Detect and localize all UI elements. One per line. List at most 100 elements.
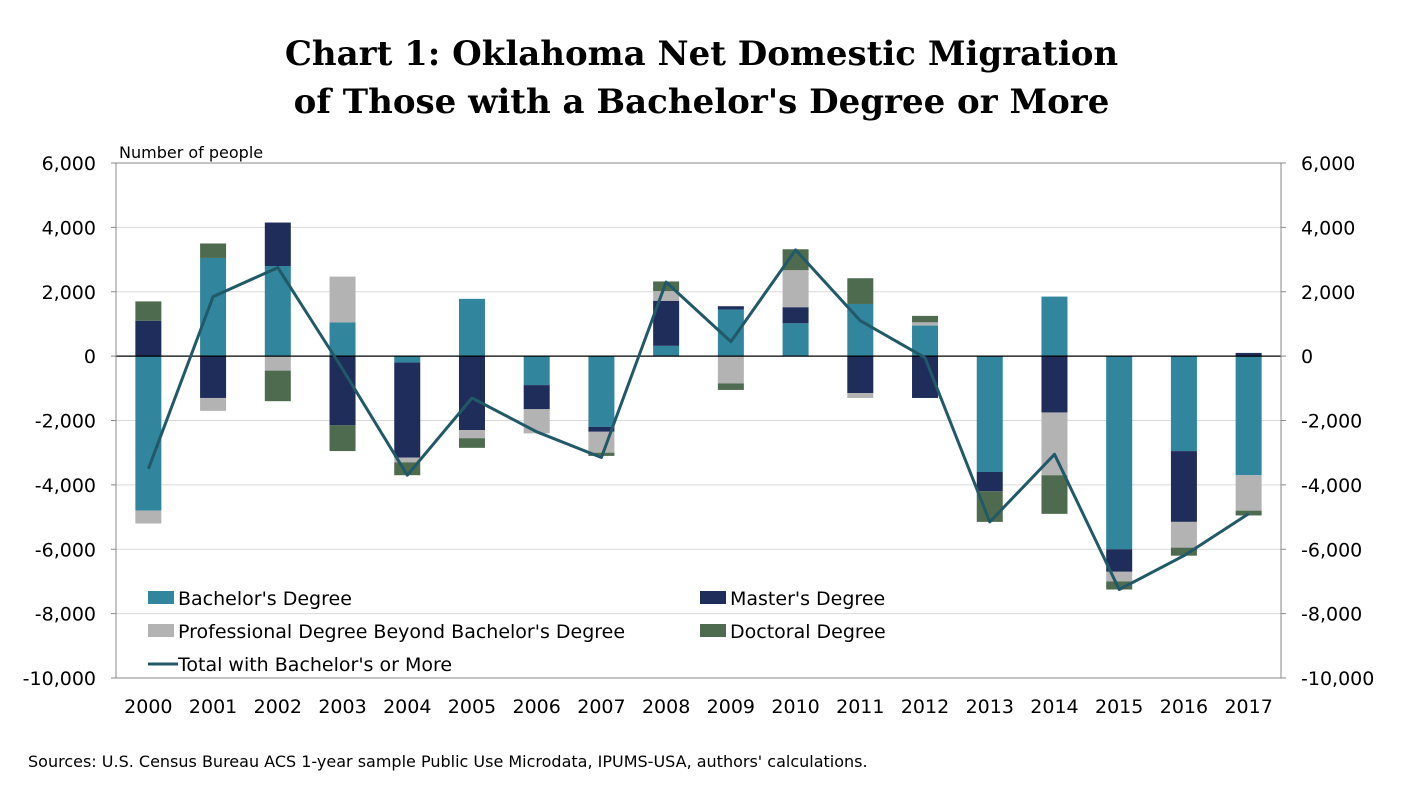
bar-segment-2002-s2 — [264, 356, 291, 371]
bar-segment-2004-s2 — [394, 457, 421, 463]
bar-segment-2002-s3 — [264, 370, 291, 402]
legend-swatch — [700, 591, 726, 604]
y-tick-label-right: -6,000 — [1301, 539, 1362, 561]
y-tick-label-right: 6,000 — [1301, 153, 1355, 175]
bar-segment-2008-s2 — [653, 291, 680, 301]
bar-segment-2005-s3 — [458, 438, 485, 448]
bar-segment-2015-s3 — [1106, 581, 1133, 590]
y-axis-label: Number of people — [119, 143, 263, 162]
bar-segment-2010-s1 — [782, 307, 809, 324]
legend-label: Professional Degree Beyond Bachelor's De… — [178, 621, 625, 643]
bar-segment-2003-s0 — [329, 322, 356, 357]
bar-segment-2001-s2 — [200, 397, 227, 411]
bar-segment-2007-s1 — [588, 426, 615, 432]
x-tick-label: 2007 — [577, 696, 625, 718]
chart-title-line2: of Those with a Bachelor's Degree or Mor… — [293, 82, 1110, 122]
bar-segment-2004-s1 — [394, 362, 421, 458]
bar-segment-2014-s3 — [1041, 475, 1068, 514]
bar-segment-2005-s0 — [458, 298, 485, 357]
y-tick-label-right: 4,000 — [1301, 217, 1355, 239]
x-tick-label: 2001 — [189, 696, 237, 718]
bar-segment-2006-s1 — [523, 385, 550, 410]
bar-segment-2000-s1 — [135, 320, 162, 357]
x-tick-label: 2017 — [1224, 696, 1272, 718]
legend-swatch — [700, 624, 726, 637]
chart-title: Chart 1: Oklahoma Net Domestic Migration… — [0, 30, 1403, 126]
x-tick-label: 2006 — [513, 696, 561, 718]
y-tick-label-left: 2,000 — [42, 282, 96, 304]
bar-segment-2009-s2 — [717, 356, 744, 384]
bar-segment-2010-s3 — [782, 249, 809, 271]
source-note: Sources: U.S. Census Bureau ACS 1-year s… — [28, 752, 868, 771]
total-line-path — [146, 248, 1250, 591]
bar-segment-2010-s2 — [782, 270, 809, 308]
bar-segment-2015-s1 — [1106, 549, 1133, 572]
y-tick-label-left: -6,000 — [35, 539, 96, 561]
y-tick-label-left: 6,000 — [42, 153, 96, 175]
bar-segment-2016-s3 — [1170, 547, 1197, 556]
bar-segment-2007-s0 — [588, 356, 615, 427]
bar-segment-2011-s1 — [847, 356, 874, 394]
legend-swatch — [148, 624, 174, 637]
x-tick-label: 2012 — [901, 696, 949, 718]
bar-segment-2000-s3 — [135, 301, 162, 321]
legend-swatch — [148, 591, 174, 604]
y-tick-label-left: -10,000 — [23, 668, 96, 690]
bar-segment-2001-s3 — [200, 243, 227, 258]
bar-segment-2013-s1 — [976, 472, 1003, 492]
y-tick-label-right: -2,000 — [1301, 411, 1362, 433]
bar-segment-2000-s0 — [135, 356, 162, 511]
legend: Bachelor's Degree Master's Degree Professi… — [148, 588, 886, 676]
bar-segment-2008-s0 — [653, 345, 680, 357]
bar-segment-2000-s2 — [135, 510, 162, 524]
x-tick-label: 2002 — [254, 696, 302, 718]
bar-segment-2012-s0 — [912, 325, 939, 357]
bar-segment-2016-s1 — [1170, 451, 1197, 522]
bar-segment-2016-s2 — [1170, 521, 1197, 548]
x-tick-label: 2014 — [1030, 696, 1078, 718]
x-tick-label: 2011 — [836, 696, 884, 718]
x-tick-label: 2013 — [966, 696, 1014, 718]
bar-segment-2011-s3 — [847, 278, 874, 304]
x-tick-label: 2008 — [642, 696, 690, 718]
bar-segment-2011-s2 — [847, 393, 874, 398]
x-tick-label: 2009 — [707, 696, 755, 718]
bar-segment-2014-s1 — [1041, 356, 1068, 413]
legend-label: Doctoral Degree — [730, 621, 886, 643]
bar-segment-2009-s3 — [717, 383, 744, 390]
y-tick-label-left: -8,000 — [35, 604, 96, 626]
bar-segment-2005-s2 — [458, 430, 485, 439]
bar-segment-2009-s1 — [717, 306, 744, 310]
bar-segment-2017-s3 — [1235, 510, 1262, 516]
bar-segment-2015-s0 — [1106, 356, 1133, 550]
x-tick-label: 2016 — [1160, 696, 1208, 718]
y-axis-left: 6,000 4,000 2,000 0 -2,000 -4,000 -6,000 -8,000… — [23, 153, 116, 690]
chart-title-line1: Chart 1: Oklahoma Net Domestic Migration — [284, 34, 1119, 74]
bar-segment-2003-s3 — [329, 425, 356, 452]
bar-segment-2005-s1 — [458, 356, 485, 431]
y-tick-label-right: 0 — [1301, 346, 1313, 368]
bar-segment-2010-s0 — [782, 323, 809, 357]
bar-segment-2012-s2 — [912, 322, 939, 326]
x-tick-label: 2010 — [771, 696, 819, 718]
legend-label: Bachelor's Degree — [178, 588, 352, 610]
x-tick-label: 2005 — [448, 696, 496, 718]
x-tick-label: 2000 — [124, 696, 172, 718]
x-axis: 2000 2001 2002 2003 2004 2005 2006 2007 2008 2009… — [124, 696, 1273, 718]
x-tick-label: 2004 — [383, 696, 431, 718]
legend-label: Master's Degree — [730, 588, 885, 610]
total-line — [146, 248, 1250, 591]
bar-segment-2015-s2 — [1106, 571, 1133, 582]
legend-label: Total with Bachelor's or More — [177, 654, 452, 676]
bar-segment-2006-s2 — [523, 409, 550, 434]
y-axis-right: 6,000 4,000 2,000 0 -2,000 -4,000 -6,000 -8,000… — [1281, 153, 1374, 690]
bar-segment-2002-s1 — [264, 222, 291, 266]
bar-segment-2013-s0 — [976, 356, 1003, 472]
bar-segment-2003-s2 — [329, 276, 356, 323]
bar-segment-2004-s0 — [394, 356, 421, 363]
bar-segment-2017-s1 — [1235, 352, 1262, 357]
bar-segment-2017-s0 — [1235, 356, 1262, 476]
y-tick-label-left: 0 — [84, 346, 96, 368]
bar-segment-2017-s2 — [1235, 475, 1262, 511]
